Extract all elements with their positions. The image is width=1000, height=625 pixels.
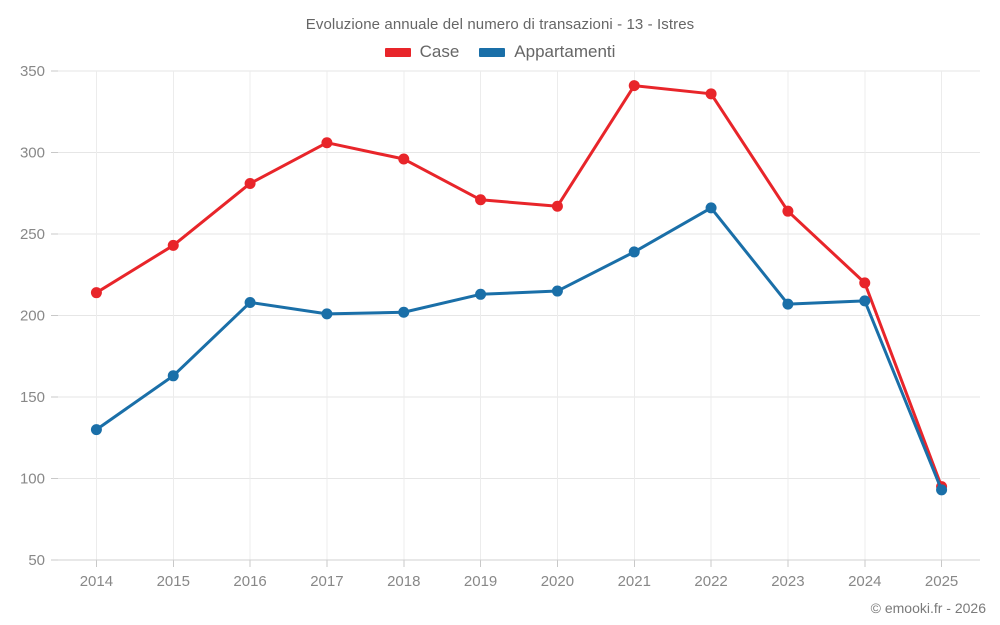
data-point-appartamenti-2019[interactable] [475,288,487,300]
data-point-case-2014[interactable] [90,287,102,299]
y-tick-label: 250 [20,226,45,243]
x-tick-label: 2015 [157,573,190,590]
data-point-case-2022[interactable] [705,88,717,100]
data-point-appartamenti-2025[interactable] [936,484,948,496]
data-point-appartamenti-2024[interactable] [859,295,871,307]
legend-label-appartamenti: Appartamenti [514,42,616,61]
series-line-appartamenti [94,206,944,492]
legend-swatch-case [384,47,411,57]
data-point-appartamenti-2018[interactable] [398,306,410,318]
legend-item-case[interactable]: Case [384,42,460,62]
x-tick-label: 2024 [848,573,881,590]
legend-label-case: Case [419,42,460,61]
data-point-appartamenti-2017[interactable] [321,308,333,320]
x-tick-label: 2018 [387,573,420,590]
x-tick-label: 2022 [694,573,727,590]
data-point-case-2020[interactable] [551,200,563,212]
copyright-credit: © emooki.fr - 2026 [870,600,986,616]
legend-swatch-appartamenti [479,47,506,57]
data-point-appartamenti-2021[interactable] [628,246,640,258]
y-tick-label: 150 [20,389,45,406]
data-point-case-2019[interactable] [475,194,487,206]
data-point-appartamenti-2016[interactable] [244,296,256,308]
data-point-case-2016[interactable] [244,177,256,189]
x-tick-label: 2020 [541,573,574,590]
y-tick-label: 100 [20,471,45,488]
data-point-case-2015[interactable] [167,239,179,251]
x-tick-label: 2023 [771,573,804,590]
data-point-case-2017[interactable] [321,137,333,149]
series-line-case [94,84,944,489]
x-tick-label: 2025 [925,573,958,590]
data-point-appartamenti-2014[interactable] [90,424,102,436]
x-tick-label: 2016 [233,573,266,590]
data-point-appartamenti-2023[interactable] [782,298,794,310]
x-tick-label: 2021 [618,573,651,590]
x-tick-label: 2014 [80,573,113,590]
data-point-appartamenti-2022[interactable] [705,202,717,214]
x-tick-label: 2017 [310,573,343,590]
y-tick-label: 350 [20,63,45,80]
data-point-case-2018[interactable] [398,153,410,165]
data-point-case-2023[interactable] [782,205,794,217]
data-point-case-2021[interactable] [628,80,640,92]
legend-item-appartamenti[interactable]: Appartamenti [479,42,615,62]
y-tick-label: 50 [28,552,45,569]
data-point-case-2024[interactable] [859,277,871,289]
y-tick-label: 300 [20,145,45,162]
chart-title: Evoluzione annuale del numero di transaz… [305,16,695,33]
x-tick-label: 2019 [464,573,497,590]
y-tick-label: 200 [20,308,45,325]
data-point-appartamenti-2020[interactable] [551,285,563,297]
data-point-appartamenti-2015[interactable] [167,370,179,382]
chart-legend: Case Appartamenti [0,42,1000,62]
